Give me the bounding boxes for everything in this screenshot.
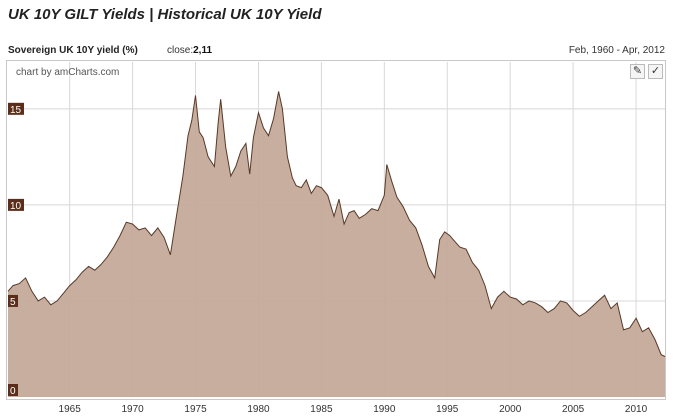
series-label: Sovereign UK 10Y yield (%) (8, 45, 138, 56)
y-tick-badge (8, 102, 24, 115)
x-tick-label: 2010 (625, 404, 648, 415)
area-series (8, 91, 665, 397)
y-tick-label: 0 (10, 386, 16, 397)
y-tick-badge (8, 294, 18, 307)
x-tick-label: 2000 (499, 404, 522, 415)
close-value: 2,11 (193, 45, 213, 56)
x-tick-label: 1970 (121, 404, 144, 415)
area-series-line (7, 91, 666, 357)
close-label: close: (167, 45, 194, 56)
y-tick-label: 5 (10, 297, 16, 308)
x-tick-label: 1990 (373, 404, 396, 415)
y-tick-badge (8, 198, 24, 211)
y-tick-label: 10 (10, 201, 22, 212)
y-tick-badge (8, 384, 18, 396)
close-readout: close:2,11 (167, 45, 212, 56)
x-tick-label: 1965 (59, 404, 82, 415)
chart-credit[interactable]: chart by amCharts.com (16, 67, 120, 78)
x-axis-ticks: 1965 1970 1975 1980 1985 1990 1995 2000 2005 2010 (59, 404, 648, 415)
y-tick-label: 15 (10, 105, 22, 116)
select-tool-icon[interactable]: ✓ (648, 64, 663, 79)
zoom-tool-icon[interactable]: ✎ (630, 64, 645, 79)
x-tick-label: 1975 (184, 404, 207, 415)
x-tick-label: 1980 (247, 404, 270, 415)
x-tick-label: 1995 (436, 404, 459, 415)
date-range: Feb, 1960 - Apr, 2012 (568, 45, 665, 56)
x-tick-label: 2005 (562, 404, 585, 415)
page-title: UK 10Y GILT Yields | Historical UK 10Y Y… (8, 6, 322, 23)
x-tick-label: 1985 (310, 404, 333, 415)
y-axis-ticks: 0 5 10 15 (8, 102, 24, 397)
